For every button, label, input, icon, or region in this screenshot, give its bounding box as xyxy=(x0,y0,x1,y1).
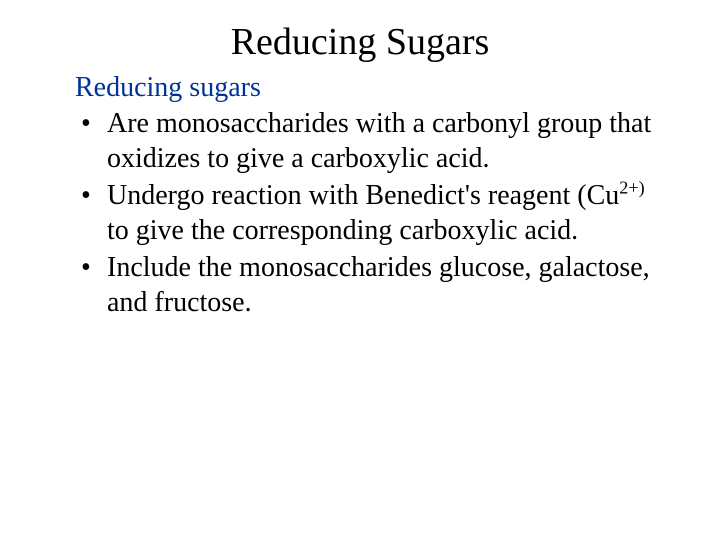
bullet-text-part: Undergo reaction with Benedict's reagent… xyxy=(107,180,619,211)
superscript: 2+) xyxy=(619,178,644,198)
bullet-list: Are monosaccharides with a carbonyl grou… xyxy=(75,106,660,320)
bullet-text-part: to give the corresponding carboxylic aci… xyxy=(107,215,578,246)
page-title: Reducing Sugars xyxy=(0,20,720,64)
bullet-item: Undergo reaction with Benedict's reagent… xyxy=(75,178,660,248)
subtitle: Reducing sugars xyxy=(75,72,660,104)
bullet-item: Are monosaccharides with a carbonyl grou… xyxy=(75,106,660,176)
bullet-item: Include the monosaccharides glucose, gal… xyxy=(75,250,660,320)
content-area: Reducing sugars Are monosaccharides with… xyxy=(0,72,720,320)
